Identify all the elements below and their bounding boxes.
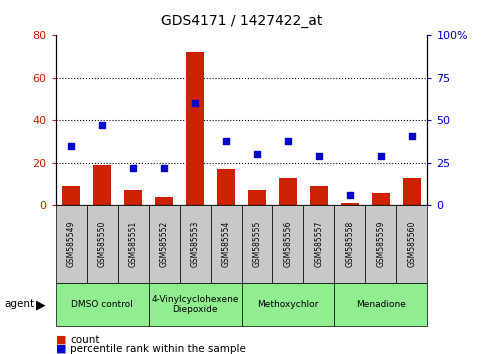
Text: 4-Vinylcyclohexene
Diepoxide: 4-Vinylcyclohexene Diepoxide (151, 295, 239, 314)
Text: GSM585557: GSM585557 (314, 221, 324, 268)
Point (67, 143, 75, 149)
Point (377, 153, 385, 159)
Text: count: count (70, 335, 99, 345)
Text: GSM585551: GSM585551 (128, 221, 138, 267)
Bar (93, 165, 112, 205)
Bar (341, 203, 359, 205)
Point (160, 165, 168, 171)
Bar (186, 52, 204, 205)
Text: ▶: ▶ (36, 298, 46, 311)
Text: Methoxychlor: Methoxychlor (257, 300, 319, 309)
Bar (155, 197, 173, 205)
Point (129, 165, 137, 171)
Bar (217, 169, 235, 205)
Text: GSM585558: GSM585558 (345, 221, 355, 267)
Text: GSM585552: GSM585552 (159, 221, 169, 267)
Text: GSM585555: GSM585555 (253, 221, 261, 268)
Text: ■: ■ (56, 344, 66, 354)
Text: GSM585553: GSM585553 (190, 221, 199, 268)
Point (408, 133, 416, 138)
Bar (372, 193, 390, 205)
Point (284, 138, 292, 144)
Bar (310, 186, 328, 205)
Point (315, 153, 323, 159)
Text: DMSO control: DMSO control (71, 300, 133, 309)
Text: GSM585549: GSM585549 (67, 221, 75, 268)
Bar (62, 186, 80, 205)
Point (346, 192, 354, 198)
Point (191, 101, 199, 106)
Text: Menadione: Menadione (356, 300, 406, 309)
Text: GDS4171 / 1427422_at: GDS4171 / 1427422_at (161, 14, 322, 28)
Point (222, 138, 230, 144)
Point (253, 152, 261, 157)
Point (98, 122, 106, 128)
Text: GSM585554: GSM585554 (222, 221, 230, 268)
Text: GSM585560: GSM585560 (408, 221, 416, 268)
Text: GSM585550: GSM585550 (98, 221, 107, 268)
Text: ■: ■ (56, 335, 66, 345)
Bar (248, 190, 266, 205)
Bar (279, 178, 297, 205)
Text: GSM585556: GSM585556 (284, 221, 293, 268)
Bar (403, 178, 421, 205)
Text: percentile rank within the sample: percentile rank within the sample (70, 344, 246, 354)
Text: agent: agent (5, 299, 35, 309)
Bar (124, 190, 142, 205)
Text: GSM585559: GSM585559 (376, 221, 385, 268)
